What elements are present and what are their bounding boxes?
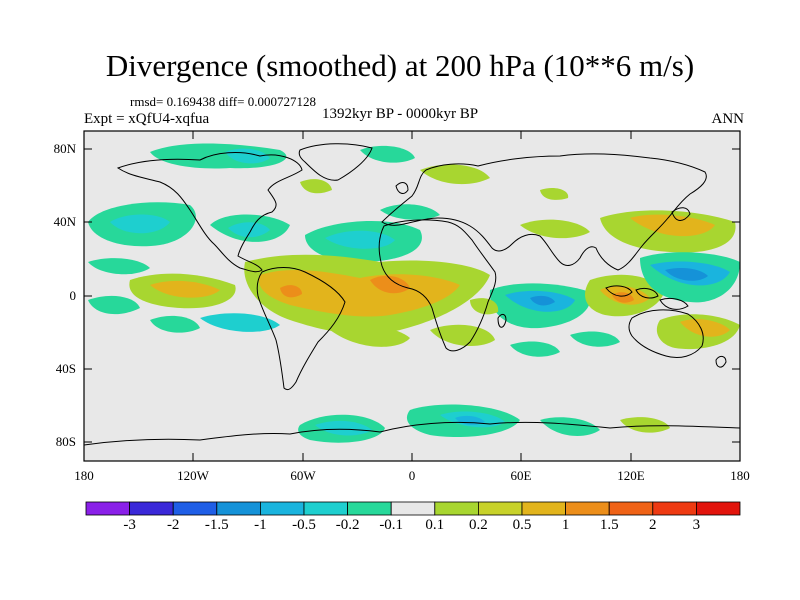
field-region <box>370 275 410 294</box>
colorbar-label: -3 <box>123 517 136 533</box>
field-region <box>88 295 140 315</box>
field-region <box>258 269 460 317</box>
axis-ticks <box>83 131 741 461</box>
field-region <box>540 187 569 200</box>
colorbar <box>85 501 741 516</box>
field-region <box>470 298 499 315</box>
period-label: 1392kyr BP - 0000kyr BP <box>322 106 479 122</box>
colorbar-box <box>434 501 479 516</box>
field-region <box>228 222 270 238</box>
rmsd-diff-text: rmsd= 0.169438 diff= 0.000727128 <box>130 94 316 109</box>
colorbar-box <box>608 501 654 516</box>
colorbar-label: -1 <box>254 517 267 533</box>
field-region <box>360 145 415 163</box>
madagascar-outline <box>497 313 507 328</box>
lon-label-120w: 120W <box>177 468 209 483</box>
uk-outline <box>395 182 409 194</box>
lat-label-80s: 80S <box>55 434 76 449</box>
colorbar-label: 0.5 <box>512 517 532 533</box>
field-region <box>110 214 170 234</box>
north-america-outline <box>116 152 303 273</box>
colorbar-box <box>477 501 523 516</box>
south-america-outline <box>256 267 346 391</box>
maritime-continent-outline <box>605 285 689 310</box>
field-region <box>325 230 395 249</box>
field-region <box>315 420 372 436</box>
field-region <box>330 325 410 347</box>
divergence-field <box>88 143 740 443</box>
colorbar-box <box>390 501 436 516</box>
colorbar-box <box>347 501 392 516</box>
lat-label-80n: 80N <box>53 141 76 156</box>
colorbar-box <box>129 501 174 516</box>
colorbar-box <box>85 501 130 516</box>
plot-title: Divergence (smoothed) at 200 hPa (10**6 … <box>105 48 695 83</box>
lon-label-0: 0 <box>408 468 416 483</box>
colorbar-box <box>303 501 348 516</box>
colorbar-label: -0.1 <box>379 517 404 533</box>
colorbar-box <box>216 501 261 516</box>
field-region <box>540 417 600 436</box>
antarctica-outline <box>84 421 740 446</box>
lat-label-40s: 40S <box>55 361 76 376</box>
field-region <box>150 315 200 333</box>
lon-label-180w: 180 <box>74 468 94 483</box>
season-label: ANN <box>711 111 745 127</box>
field-region <box>530 295 555 306</box>
field-region <box>300 179 332 194</box>
colorbar-label: 0.1 <box>425 517 445 533</box>
field-region <box>520 219 590 239</box>
australia-outline <box>628 309 704 359</box>
colorbar-label: -0.2 <box>335 517 360 533</box>
lon-label-60w: 60W <box>290 468 316 483</box>
colorbar-label: -0.5 <box>292 517 316 533</box>
colorbar-label: 1.5 <box>599 517 619 533</box>
field-region <box>380 204 440 220</box>
colorbar-box <box>652 501 697 516</box>
colorbar-box <box>696 501 741 516</box>
field-region <box>665 268 708 281</box>
field-region <box>200 313 280 332</box>
field-region <box>510 341 560 357</box>
japan-outline <box>671 207 691 221</box>
colorbar-label: 1 <box>561 517 570 533</box>
field-region <box>88 258 150 275</box>
field-region <box>680 319 730 337</box>
eurasia-outline <box>381 153 707 271</box>
colorbar-label: -2 <box>166 517 180 533</box>
colorbar-label: 2 <box>649 517 657 533</box>
coastlines <box>84 143 740 446</box>
lon-label-180e: 180 <box>730 468 750 483</box>
colorbar-box <box>521 501 566 516</box>
africa-outline <box>378 219 497 352</box>
colorbar-label: 3 <box>692 517 701 533</box>
colorbar-box <box>259 501 305 516</box>
field-region <box>620 417 670 433</box>
colorbar-label: 0.2 <box>469 517 488 533</box>
lon-label-120e: 120E <box>617 468 645 483</box>
field-region <box>150 280 220 298</box>
lat-label-eq: 0 <box>69 288 77 303</box>
lat-label-40n: 40N <box>53 214 76 229</box>
field-region <box>280 285 302 298</box>
field-region <box>430 324 495 346</box>
field-region <box>630 214 715 237</box>
new-zealand-outline <box>715 355 727 368</box>
field-region <box>570 331 620 347</box>
greenland-outline <box>298 143 373 181</box>
colorbar-box <box>172 501 218 516</box>
colorbar-label: -1.5 <box>204 517 229 533</box>
field-region <box>420 164 490 185</box>
lon-label-60e: 60E <box>510 468 532 483</box>
experiment-label: Expt = xQfU4-xqfua <box>84 111 210 127</box>
colorbar-box <box>565 501 610 516</box>
